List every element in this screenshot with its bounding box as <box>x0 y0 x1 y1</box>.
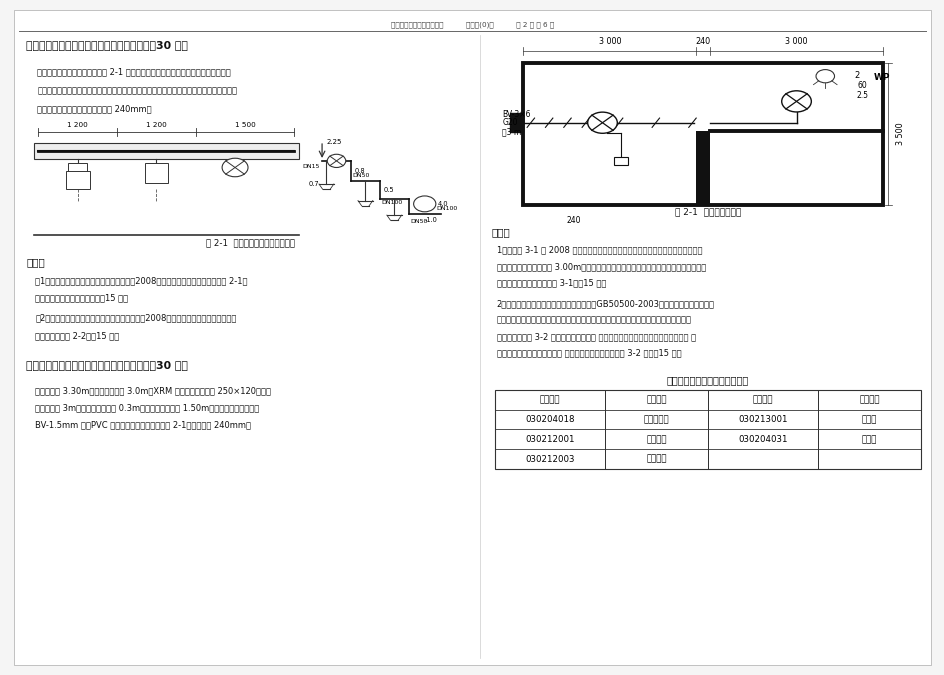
Bar <box>495 389 919 469</box>
Text: DN50: DN50 <box>410 219 428 224</box>
Text: 图中尺寸为墙中心线间距离，墙厚 240mm。: 图中尺寸为墙中心线间距离，墙厚 240mm。 <box>37 105 152 113</box>
Text: 目编码与项目名称对照参考表 完成），将计算结果填入表 3-2 中。（15 分）: 目编码与项目名称对照参考表 完成），将计算结果填入表 3-2 中。（15 分） <box>496 349 681 358</box>
Text: 图 2-1  电气照明平面图: 图 2-1 电气照明平面图 <box>674 207 740 217</box>
Text: 2: 2 <box>853 71 858 80</box>
Text: 0.7: 0.7 <box>309 181 319 187</box>
Text: 单，并填入到表 2-2。（15 分）: 单，并填入到表 2-2。（15 分） <box>35 331 120 340</box>
Text: 四、案例题，请根据背景材料按要求作答。（30 分）: 四、案例题，请根据背景材料按要求作答。（30 分） <box>26 360 188 370</box>
Bar <box>523 63 882 205</box>
Text: 排水管道为盆给排水管承插粘接，给水横管型式大便器、洗脸手台、明管淋浴器、明参管，: 排水管道为盆给排水管承插粘接，给水横管型式大便器、洗脸手台、明管淋浴器、明参管， <box>37 86 237 95</box>
Bar <box>510 113 523 132</box>
Text: G20: G20 <box>501 118 517 127</box>
Text: 030212001: 030212001 <box>525 435 574 444</box>
Text: 电气配线: 电气配线 <box>646 455 666 464</box>
Text: DN50: DN50 <box>352 173 370 178</box>
Bar <box>33 126 467 252</box>
Text: BV-3×6: BV-3×6 <box>501 110 531 119</box>
Text: 分部分项工程量（进户管 3.00m），照明和插座回路亮管，图中所标注尺寸均为室内净空: 分部分项工程量（进户管 3.00m），照明和插座回路亮管，图中所标注尺寸均为室内… <box>496 262 705 271</box>
Circle shape <box>413 196 435 212</box>
Text: 电气配管: 电气配管 <box>646 435 666 444</box>
Text: （2）请按照《建设工程工程量清单计价规范》（2008）编制和完整分部分项工程量清: （2）请按照《建设工程工程量清单计价规范》（2008）编制和完整分部分项工程量清 <box>35 314 237 323</box>
Text: BV-1.5mm 线，PVC 管暗敷，见电气照明平面图 2-1，穿透墙厚 240mm。: BV-1.5mm 线，PVC 管暗敷，见电气照明平面图 2-1，穿透墙厚 240… <box>35 421 251 430</box>
Text: 白炽灯: 白炽灯 <box>861 415 876 424</box>
Text: 小电器: 小电器 <box>861 435 876 444</box>
Text: 项目名称: 项目名称 <box>646 395 666 404</box>
Text: 240: 240 <box>695 36 710 46</box>
Text: 单工程量列入表 3-2 分部分项工程量清单 表格中，要求完整表格中的内容（请参照 项: 单工程量列入表 3-2 分部分项工程量清单 表格中，要求完整表格中的内容（请参照… <box>496 332 695 341</box>
Text: 照明配电箱: 照明配电箱 <box>643 415 668 424</box>
Text: 4.0: 4.0 <box>437 201 447 207</box>
Text: 高3 m: 高3 m <box>501 128 521 136</box>
Bar <box>68 163 87 172</box>
Text: 1、根据图 3-1 和 2008 重庆市《安装工程计价定额》工程量计算规则计算出该工程: 1、根据图 3-1 和 2008 重庆市《安装工程计价定额》工程量计算规则计算出… <box>496 246 701 254</box>
Text: DN100: DN100 <box>381 200 402 205</box>
Text: 不考虑管沟土方开挖与回填。（15 分）: 不考虑管沟土方开挖与回填。（15 分） <box>35 294 128 303</box>
Text: 3 000: 3 000 <box>598 36 620 46</box>
Text: 0.8: 0.8 <box>354 168 365 173</box>
Bar <box>696 131 709 205</box>
Text: （1）请按照《重庆市安装工程计价定额》（2008）计量分项工程量，并填入到表 2-1，: （1）请按照《重庆市安装工程计价定额》（2008）计量分项工程量，并填入到表 2… <box>35 277 247 286</box>
Text: 1 500: 1 500 <box>234 122 255 128</box>
Text: 问答：: 问答： <box>491 227 509 237</box>
Text: DN100: DN100 <box>436 206 457 211</box>
Bar <box>65 171 90 189</box>
Text: 重庆大平城市科技开级班堂          题卷总(0)成          第 2 页 共 6 页: 重庆大平城市科技开级班堂 题卷总(0)成 第 2 页 共 6 页 <box>391 22 553 28</box>
Text: 尺寸，并将计算结果填入表 3-1。（15 分）: 尺寸，并将计算结果填入表 3-1。（15 分） <box>496 279 605 288</box>
Text: DN15: DN15 <box>301 163 319 169</box>
Text: 030213001: 030213001 <box>737 415 787 424</box>
Text: 0.5: 0.5 <box>383 187 394 192</box>
Text: 图 2-1  室内给排水平面图、系统图: 图 2-1 室内给排水平面图、系统图 <box>206 238 295 248</box>
Bar <box>33 143 298 159</box>
Circle shape <box>781 91 811 112</box>
Text: 2.5: 2.5 <box>855 90 868 100</box>
Text: 240: 240 <box>565 216 581 225</box>
Bar <box>144 163 168 183</box>
Text: WP: WP <box>872 73 889 82</box>
Circle shape <box>327 155 346 167</box>
Text: 3 500: 3 500 <box>895 123 903 145</box>
Text: 问答：: 问答： <box>26 256 44 267</box>
Text: 030204018: 030204018 <box>525 415 574 424</box>
Text: 项目编码与项目名称对照参考表: 项目编码与项目名称对照参考表 <box>666 375 748 385</box>
Text: 箱安装高度 3m，插座安装高度为 0.3m，开关安装高度为 1.50m，开关、插座进线管为: 箱安装高度 3m，插座安装高度为 0.3m，开关安装高度为 1.50m，开关、插… <box>35 404 260 412</box>
Text: 3 000: 3 000 <box>784 36 807 46</box>
Text: 某室内给排水安装工程，如下图 2-1 所示。给水管道为镀锌钢管螺纹连接管道明敷，: 某室内给排水安装工程，如下图 2-1 所示。给水管道为镀锌钢管螺纹连接管道明敷， <box>37 68 230 76</box>
Text: 60: 60 <box>856 82 867 90</box>
Text: 项目名称: 项目名称 <box>858 395 879 404</box>
Text: -1.0: -1.0 <box>424 217 437 223</box>
Text: 030204031: 030204031 <box>737 435 787 444</box>
Circle shape <box>222 158 247 177</box>
Text: 三、案例题，请根据背景材料按要求作答。（30 分）: 三、案例题，请根据背景材料按要求作答。（30 分） <box>26 40 188 50</box>
Text: 某工程层高 3.30m，配电进线高度 3.0m，XRM 照明配电箱采用箱 250×120，配电: 某工程层高 3.30m，配电进线高度 3.0m，XRM 照明配电箱采用箱 250… <box>35 387 271 396</box>
Text: 030212003: 030212003 <box>525 455 574 464</box>
Circle shape <box>816 70 834 83</box>
Text: 2、根据《建设工程工程量清单计价规范》（GB50500-2003）的工程量计算规则计算: 2、根据《建设工程工程量清单计价规范》（GB50500-2003）的工程量计算规… <box>496 299 714 308</box>
Text: 1 200: 1 200 <box>67 122 88 128</box>
Circle shape <box>587 112 616 133</box>
Text: 1 200: 1 200 <box>145 122 166 128</box>
Text: 项目编码: 项目编码 <box>752 395 772 404</box>
Text: 出室内电气安装工程量，裂列出清单的工程量计算式，（进户管线管不考虑）计算出的清: 出室内电气安装工程量，裂列出清单的工程量计算式，（进户管线管不考虑）计算出的清 <box>496 316 691 325</box>
Text: 2.25: 2.25 <box>327 139 342 145</box>
Text: 项目编码: 项目编码 <box>539 395 560 404</box>
Bar <box>613 157 628 165</box>
